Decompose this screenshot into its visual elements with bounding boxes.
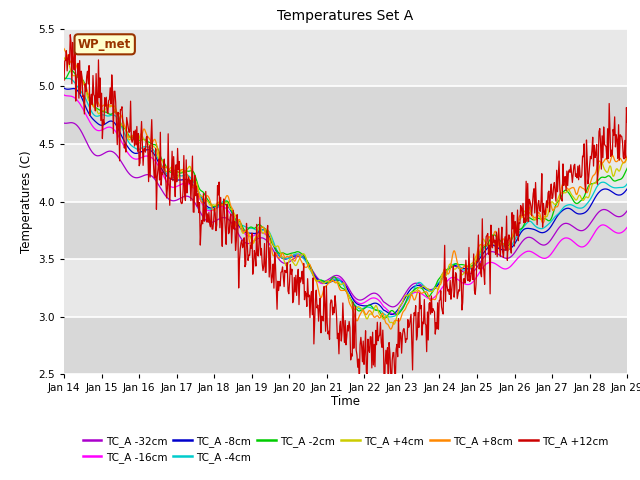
Legend: TC_A -32cm, TC_A -16cm, TC_A -8cm, TC_A -4cm, TC_A -2cm, TC_A +4cm, TC_A +8cm, T: TC_A -32cm, TC_A -16cm, TC_A -8cm, TC_A … — [79, 432, 612, 467]
Title: Temperatures Set A: Temperatures Set A — [278, 10, 413, 24]
Bar — [64, 86, 627, 144]
Bar — [64, 259, 627, 317]
Bar — [64, 317, 627, 374]
Bar — [64, 29, 627, 86]
Y-axis label: Temperatures (C): Temperatures (C) — [20, 150, 33, 253]
Bar — [64, 202, 627, 259]
Bar — [64, 144, 627, 202]
Text: WP_met: WP_met — [78, 38, 131, 51]
X-axis label: Time: Time — [331, 395, 360, 408]
